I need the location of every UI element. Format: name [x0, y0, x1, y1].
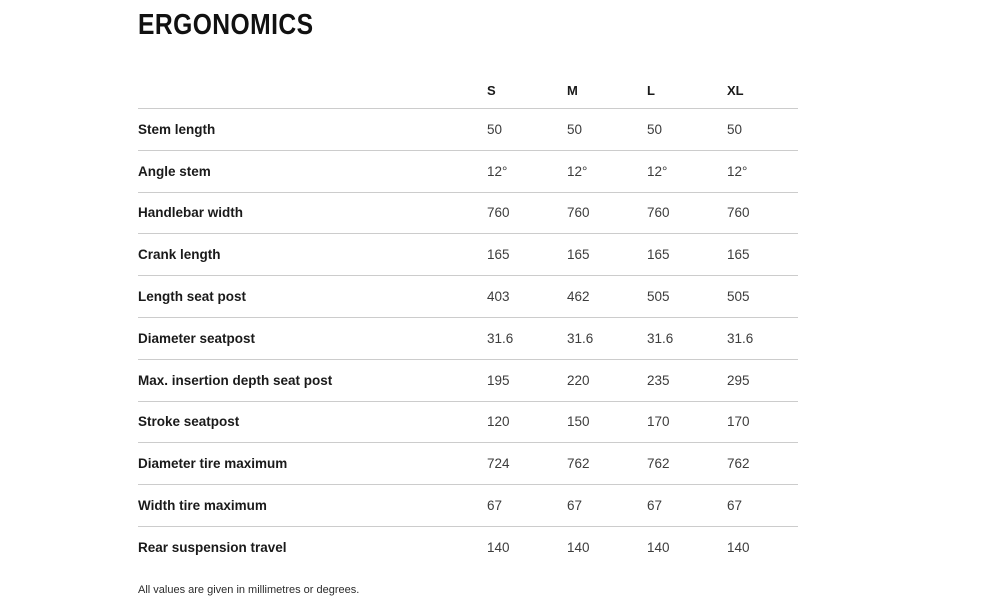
row-value: 150 [567, 414, 590, 430]
row-value: 31.6 [567, 330, 594, 346]
row-value: 762 [567, 456, 590, 472]
row-label: Stem length [138, 121, 216, 137]
row-label: Rear suspension travel [138, 540, 287, 556]
row-value: 31.6 [727, 330, 754, 346]
row-value: 462 [567, 289, 590, 305]
row-value: 12° [647, 163, 668, 179]
row-value: 67 [647, 498, 663, 514]
table-row: Stroke seatpost 120 150 170 170 [138, 402, 798, 444]
row-label: Diameter tire maximum [138, 456, 288, 472]
row-value: 762 [727, 456, 750, 472]
row-label: Crank length [138, 247, 221, 263]
column-header-m: M [567, 83, 578, 98]
table-row: Diameter tire maximum 724 762 762 762 [138, 443, 798, 486]
row-label: Length seat post [138, 289, 247, 305]
row-label: Angle stem [138, 163, 211, 179]
column-header-l: L [647, 83, 655, 98]
row-value: 220 [567, 372, 590, 388]
row-value: 165 [647, 247, 670, 263]
ergonomics-section: ERGONOMICS S M L XL Stem length 50 50 50 50 Angl… [138, 0, 798, 596]
row-value: 760 [727, 205, 750, 221]
row-value: 120 [487, 414, 510, 430]
row-value: 31.6 [647, 330, 674, 346]
row-value: 67 [727, 498, 743, 514]
table-row: Diameter seatpost 31.6 31.6 31.6 31.6 [138, 318, 798, 360]
row-value: 50 [727, 121, 743, 137]
row-value: 67 [487, 498, 503, 514]
row-value: 724 [487, 456, 510, 472]
row-value: 12° [567, 163, 588, 179]
table-row: Width tire maximum 67 67 67 67 [138, 485, 798, 527]
row-value: 12° [727, 163, 748, 179]
table-row: Length seat post 403 462 505 505 [138, 276, 798, 318]
row-value: 295 [727, 372, 750, 388]
row-value: 762 [647, 456, 670, 472]
row-value: 235 [647, 372, 670, 388]
row-value: 50 [647, 121, 663, 137]
row-value: 760 [487, 205, 510, 221]
row-value: 403 [487, 289, 510, 305]
table-row: Stem length 50 50 50 50 [138, 109, 798, 151]
table-row: Handlebar width 760 760 760 760 [138, 193, 798, 235]
footnote: All values are given in millimetres or d… [138, 583, 360, 596]
row-value: 140 [727, 540, 750, 556]
row-value: 165 [567, 247, 590, 263]
row-value: 12° [487, 163, 508, 179]
page-title: ERGONOMICS [138, 9, 314, 41]
row-value: 31.6 [487, 330, 514, 346]
row-label: Stroke seatpost [138, 414, 240, 430]
row-label: Diameter seatpost [138, 330, 256, 346]
row-value: 170 [727, 414, 750, 430]
table-row: Max. insertion depth seat post 195 220 235 2… [138, 360, 798, 402]
row-value: 760 [567, 205, 590, 221]
ergonomics-table: S M L XL Stem length 50 50 50 50 Angle stem 12° 12… [138, 73, 798, 569]
row-value: 505 [647, 289, 670, 305]
table-row: Crank length 165 165 165 165 [138, 234, 798, 277]
row-value: 50 [487, 121, 503, 137]
row-value: 165 [727, 247, 750, 263]
row-value: 195 [487, 372, 510, 388]
table-row: Rear suspension travel 140 140 140 140 [138, 527, 798, 569]
column-header-s: S [487, 83, 496, 98]
column-header-xl: XL [727, 83, 744, 98]
row-value: 67 [567, 498, 583, 514]
row-value: 140 [647, 540, 670, 556]
row-value: 50 [567, 121, 583, 137]
row-label: Width tire maximum [138, 498, 267, 514]
row-value: 140 [567, 540, 590, 556]
row-value: 170 [647, 414, 670, 430]
row-label: Handlebar width [138, 205, 244, 221]
row-label: Max. insertion depth seat post [138, 372, 333, 388]
table-header-row: S M L XL [138, 73, 798, 109]
table-row: Angle stem 12° 12° 12° 12° [138, 151, 798, 193]
row-value: 140 [487, 540, 510, 556]
row-value: 760 [647, 205, 670, 221]
row-value: 165 [487, 247, 510, 263]
row-value: 505 [727, 289, 750, 305]
